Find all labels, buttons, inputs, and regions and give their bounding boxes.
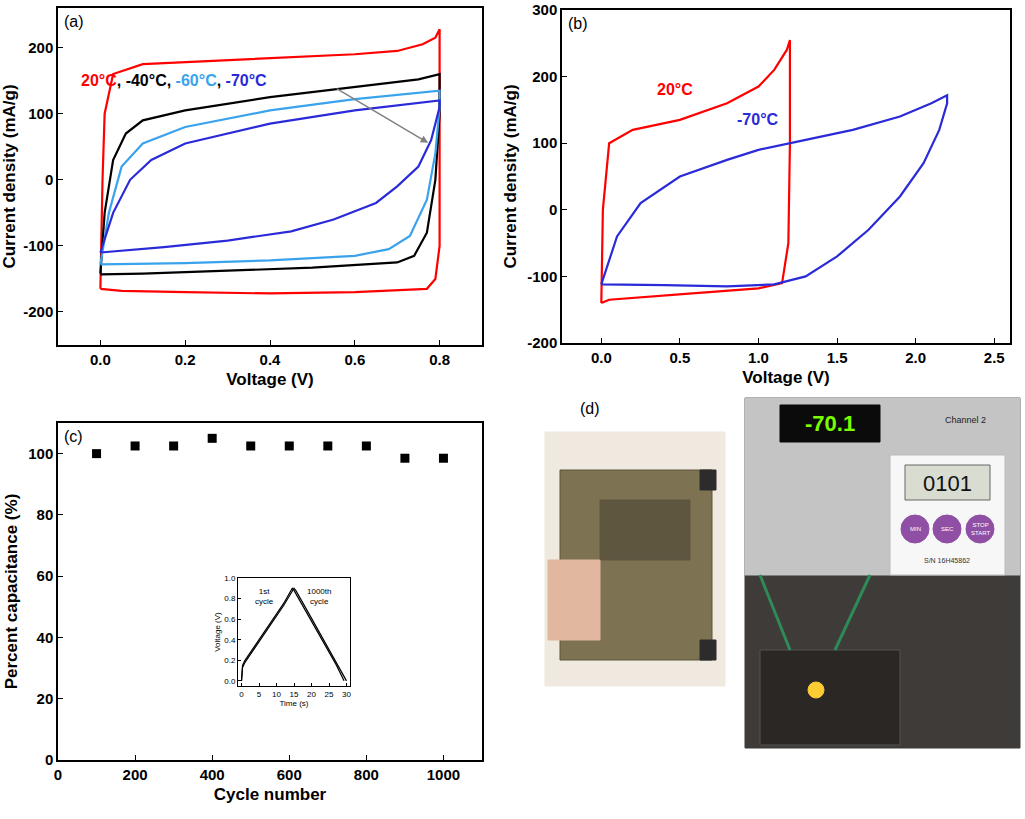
svg-text:Percent capacitance (%): Percent capacitance (%): [2, 494, 21, 690]
svg-text:300: 300: [532, 1, 557, 18]
svg-text:20: 20: [307, 690, 316, 699]
svg-text:1.0: 1.0: [748, 349, 769, 366]
svg-text:0.4: 0.4: [260, 351, 282, 368]
svg-text:(b): (b): [568, 15, 588, 32]
svg-text:0: 0: [54, 766, 62, 783]
svg-text:-70.1: -70.1: [805, 411, 855, 436]
svg-text:1.5: 1.5: [827, 349, 848, 366]
svg-text:0.6: 0.6: [224, 615, 236, 624]
svg-text:(d): (d): [580, 400, 600, 417]
svg-text:-200: -200: [527, 334, 557, 351]
svg-text:Current density (mA/g): Current density (mA/g): [501, 84, 520, 268]
svg-text:20°C: 20°C: [657, 81, 693, 98]
svg-text:S/N 16H45862: S/N 16H45862: [924, 557, 970, 564]
svg-text:600: 600: [277, 766, 302, 783]
svg-text:20: 20: [37, 690, 54, 707]
svg-text:200: 200: [28, 39, 53, 56]
svg-text:-70°C: -70°C: [737, 111, 779, 128]
svg-text:0.2: 0.2: [224, 656, 236, 665]
svg-text:-100: -100: [527, 268, 557, 285]
svg-text:0: 0: [45, 751, 53, 768]
svg-text:800: 800: [354, 766, 379, 783]
svg-text:10: 10: [272, 690, 281, 699]
svg-text:40: 40: [37, 629, 54, 646]
svg-text:2.5: 2.5: [984, 349, 1005, 366]
svg-text:400: 400: [200, 766, 225, 783]
svg-text:15: 15: [290, 690, 299, 699]
svg-text:1stcycle: 1stcycle: [255, 587, 274, 606]
svg-text:Channel 2: Channel 2: [945, 415, 986, 425]
svg-text:0.0: 0.0: [224, 677, 236, 686]
svg-text:-200: -200: [23, 303, 53, 320]
svg-text:0.8: 0.8: [429, 351, 450, 368]
svg-text:80: 80: [37, 506, 54, 523]
svg-text:0101: 0101: [923, 471, 972, 496]
svg-text:Cycle number: Cycle number: [214, 785, 327, 804]
svg-text:STOPSTART: STOPSTART: [971, 522, 990, 536]
svg-text:0.0: 0.0: [90, 351, 111, 368]
svg-text:SEC: SEC: [941, 526, 954, 532]
svg-text:200: 200: [123, 766, 148, 783]
svg-text:30: 30: [342, 690, 351, 699]
svg-text:Current density (mA/g): Current density (mA/g): [0, 84, 19, 268]
svg-text:Voltage (V): Voltage (V): [742, 368, 830, 387]
svg-text:2.0: 2.0: [905, 349, 926, 366]
svg-text:100: 100: [532, 134, 557, 151]
svg-text:(a): (a): [64, 13, 84, 30]
svg-text:0.2: 0.2: [175, 351, 196, 368]
svg-text:1.0: 1.0: [224, 574, 236, 583]
svg-text:0.4: 0.4: [224, 636, 236, 645]
svg-text:60: 60: [37, 567, 54, 584]
svg-text:0.6: 0.6: [344, 351, 365, 368]
svg-text:100: 100: [28, 105, 53, 122]
svg-text:25: 25: [325, 690, 334, 699]
svg-text:0.0: 0.0: [591, 349, 612, 366]
svg-text:100: 100: [28, 445, 53, 462]
svg-text:0.5: 0.5: [669, 349, 690, 366]
svg-text:0.8: 0.8: [224, 594, 236, 603]
svg-text:0: 0: [549, 201, 557, 218]
svg-text:(c): (c): [64, 428, 83, 445]
svg-text:0: 0: [45, 171, 53, 188]
svg-text:Time (s): Time (s): [279, 699, 308, 708]
svg-text:0: 0: [239, 690, 244, 699]
svg-text:200: 200: [532, 68, 557, 85]
svg-text:1000thcycle: 1000thcycle: [307, 587, 331, 606]
svg-text:1000: 1000: [427, 766, 460, 783]
svg-text:Voltage (V): Voltage (V): [226, 370, 314, 389]
svg-text:20°C, -40°C, -60°C, -70°C: 20°C, -40°C, -60°C, -70°C: [81, 72, 267, 89]
svg-text:MIN: MIN: [910, 526, 921, 532]
svg-text:Voltage (V): Voltage (V): [213, 612, 222, 652]
svg-text:-100: -100: [23, 237, 53, 254]
svg-text:5: 5: [257, 690, 262, 699]
